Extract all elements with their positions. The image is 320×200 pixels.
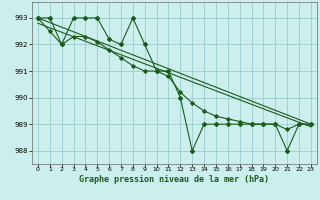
X-axis label: Graphe pression niveau de la mer (hPa): Graphe pression niveau de la mer (hPa): [79, 175, 269, 184]
